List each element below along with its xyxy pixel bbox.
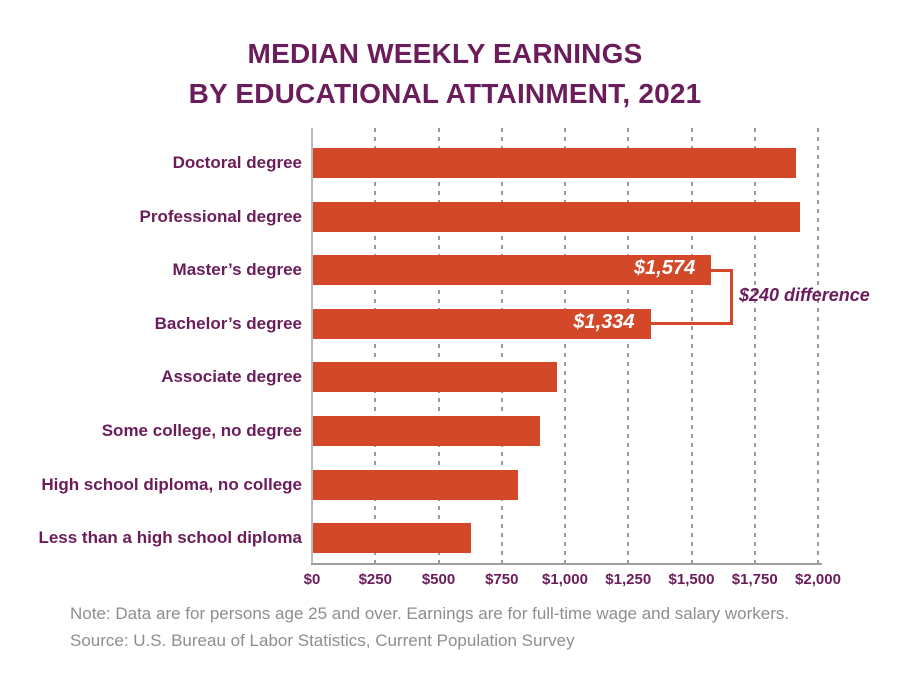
gridline (437, 128, 440, 563)
bar (313, 201, 800, 232)
x-tick-label: $0 (303, 571, 321, 588)
x-tick-label: $1,250 (605, 571, 652, 588)
bar (313, 469, 518, 500)
footnotes: Note: Data are for persons age 25 and ov… (70, 600, 789, 654)
bar-value-label: $1,574 (634, 257, 696, 280)
x-tick-label: $1,750 (731, 571, 778, 588)
gridline (753, 128, 756, 563)
bar (313, 255, 712, 286)
x-tick-label: $2,000 (795, 571, 841, 588)
bar (313, 148, 796, 178)
bar (313, 416, 541, 446)
category-label: Less than a high school diploma (38, 528, 302, 548)
gridline (817, 128, 819, 563)
gridline (564, 128, 566, 563)
x-tick-label: $1,500 (668, 571, 715, 588)
difference-annotation: $240 difference (739, 285, 870, 305)
x-tick-label: $1,000 (542, 571, 588, 588)
chart-title-line2: BY EDUCATIONAL ATTAINMENT, 2021 (188, 78, 702, 109)
y-axis-line (311, 128, 313, 565)
x-tick-label: $250 (358, 571, 392, 588)
gridline (627, 128, 630, 563)
bracket-line-vertical (730, 268, 733, 326)
category-label: Associate degree (161, 367, 302, 387)
bar-value-label: $1,334 (573, 310, 635, 333)
category-label: Professional degree (139, 206, 302, 226)
chart-title-line1: MEDIAN WEEKLY EARNINGS (247, 38, 643, 69)
note-text: Note: Data are for persons age 25 and ov… (70, 604, 790, 623)
category-label: High school diploma, no college (41, 474, 302, 494)
bracket-line-bottom (649, 322, 733, 326)
bracket-line-top (710, 268, 733, 272)
bar (313, 362, 557, 393)
gridline (374, 128, 377, 563)
category-label: Bachelor’s degree (154, 313, 302, 333)
source-text: Source: U.S. Bureau of Labor Statistics,… (70, 631, 575, 650)
category-label: Master’s degree (172, 260, 302, 280)
category-label: Some college, no degree (101, 421, 302, 440)
x-tick-label: $500 (421, 571, 456, 588)
category-label: Doctoral degree (172, 153, 302, 172)
chart-title: MEDIAN WEEKLY EARNINGS BY EDUCATIONAL AT… (0, 34, 890, 114)
x-tick-label: $750 (485, 571, 519, 588)
gridline (500, 128, 503, 563)
gridline (690, 128, 693, 563)
bar (313, 523, 472, 554)
bar (313, 308, 651, 339)
x-axis-line (311, 563, 822, 565)
